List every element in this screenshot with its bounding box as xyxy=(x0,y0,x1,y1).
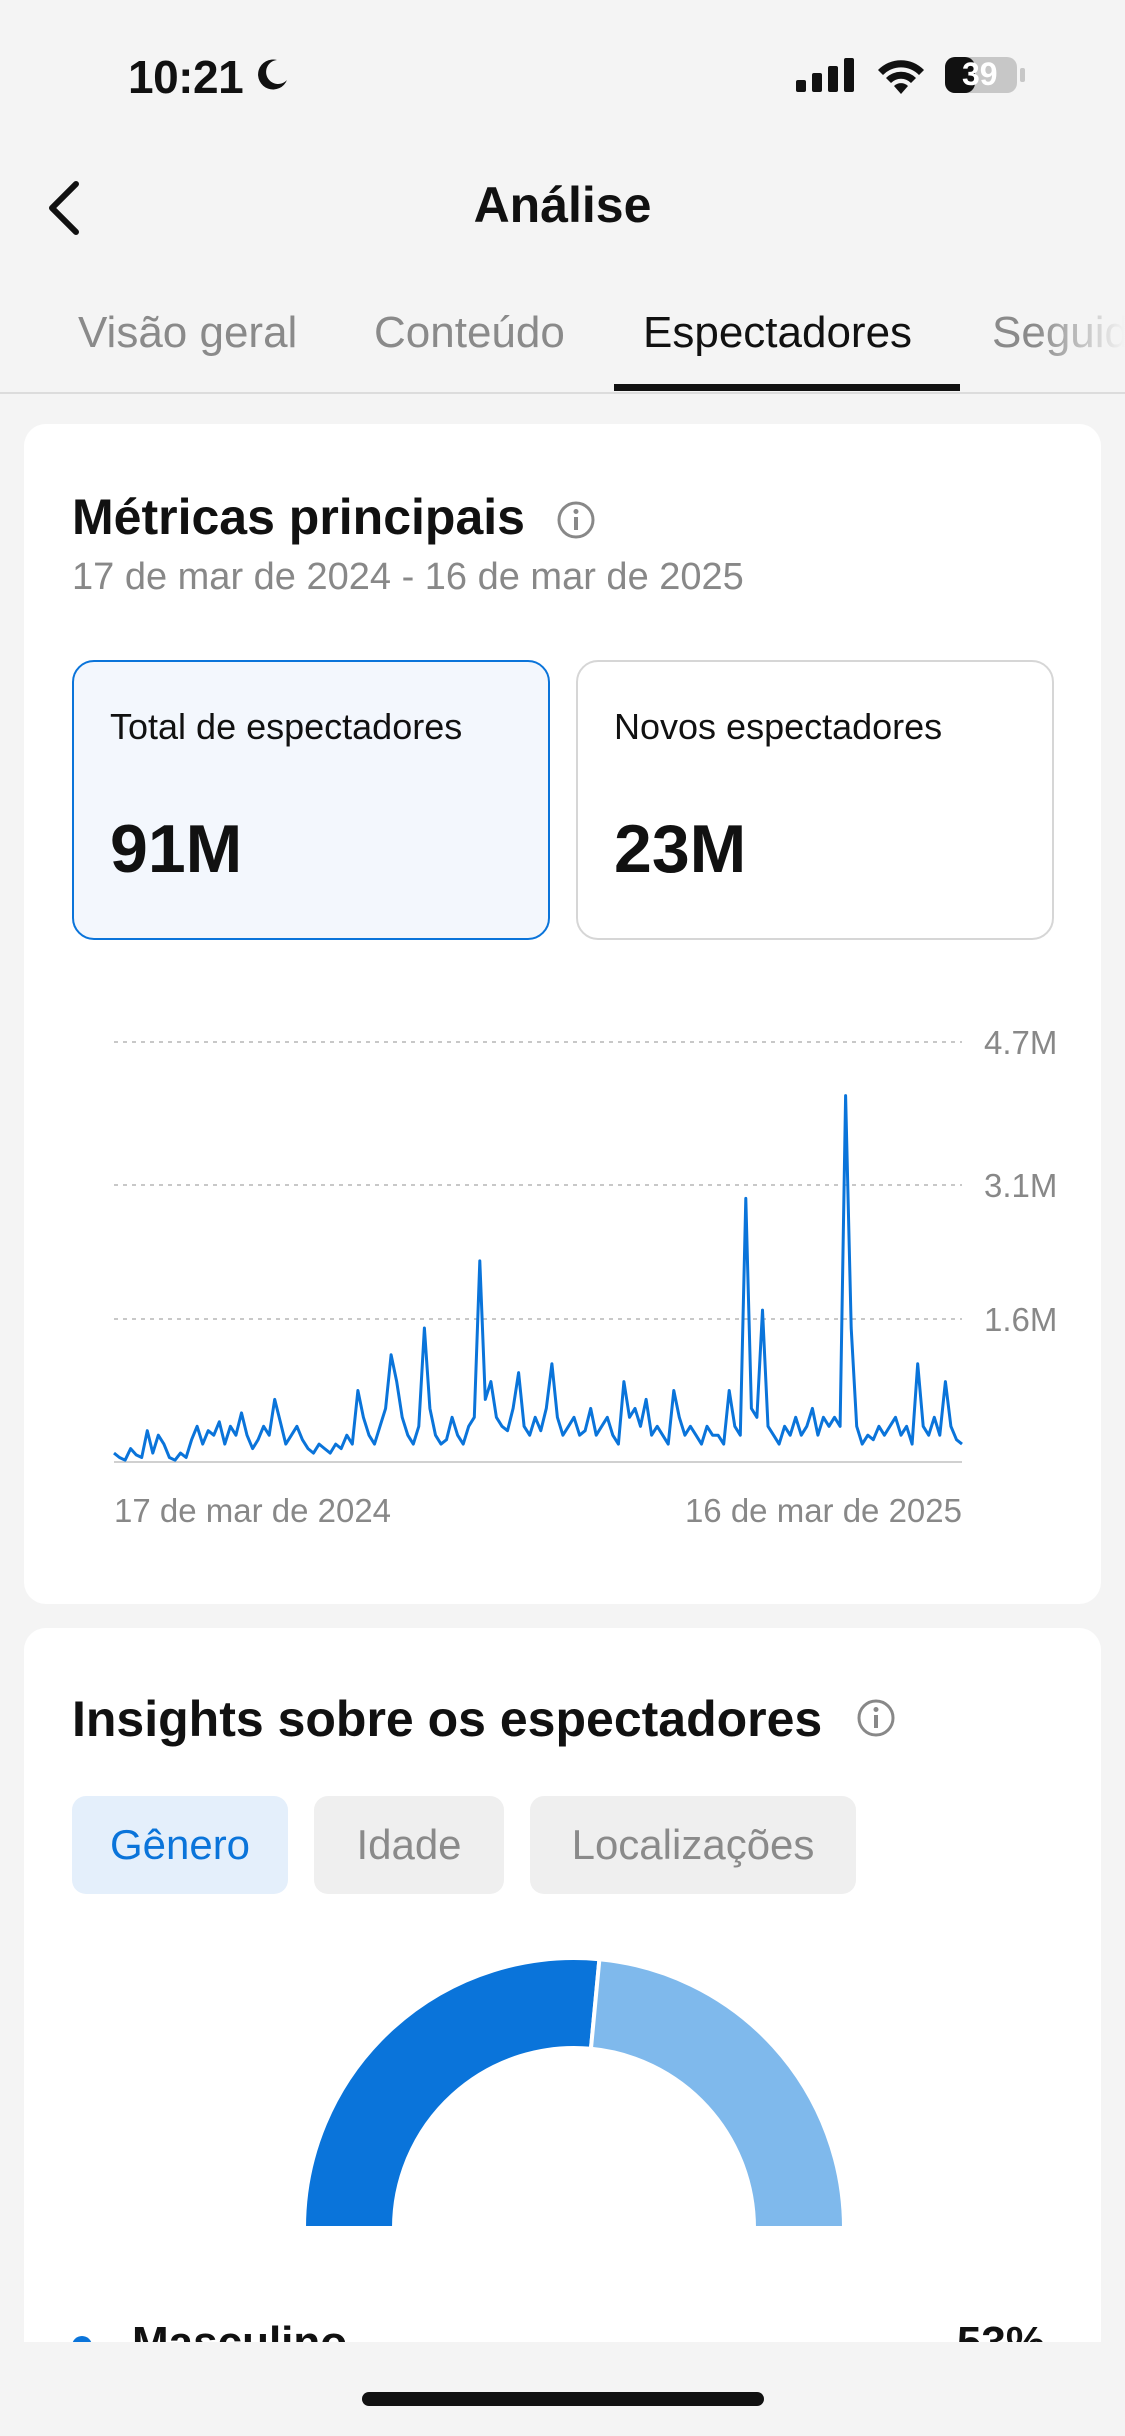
active-tab-indicator xyxy=(614,384,960,391)
viewer-insights-title: Insights sobre os espectadores xyxy=(72,1691,823,1747)
date-range: 17 de mar de 2024 - 16 de mar de 2025 xyxy=(72,556,744,598)
tab-bar: Visão geral Conteúdo Espectadores Seguid xyxy=(0,272,1125,394)
total-viewers-metric[interactable]: Total de espectadores 91M xyxy=(72,660,550,940)
chart-y-tick-label: 3.1M xyxy=(984,1167,1057,1204)
viewer-insights-card: Insights sobre os espectadores Gênero Id… xyxy=(24,1628,1101,2436)
moon-icon xyxy=(258,59,287,90)
tab-viewers[interactable]: Espectadores xyxy=(643,308,913,357)
chart-series-line xyxy=(113,1094,963,1462)
chart-y-tick-label: 4.7M xyxy=(984,1024,1057,1061)
gender-half-donut-chart xyxy=(301,1956,847,2230)
home-indicator xyxy=(362,2392,764,2406)
viewers-line-chart: 4.7M 3.1M 1.6M 17 de mar de 2024 16 de mar d… xyxy=(113,1024,1057,1529)
status-time: 10:21 xyxy=(128,51,244,103)
nav-bar: Análise xyxy=(0,160,1125,270)
new-viewers-label: Novos espectadores xyxy=(614,706,943,747)
page-title: Análise xyxy=(473,177,652,233)
total-viewers-value: 91M xyxy=(110,811,243,887)
segment-locations[interactable]: Localizações xyxy=(530,1796,856,1894)
battery-level: 39 xyxy=(962,56,998,92)
new-viewers-value: 23M xyxy=(614,811,747,887)
info-icon[interactable] xyxy=(856,1698,896,1738)
tab-overview[interactable]: Visão geral xyxy=(78,308,298,357)
total-viewers-label: Total de espectadores xyxy=(110,706,463,747)
wifi-icon xyxy=(878,60,924,94)
tabs-fade-overlay xyxy=(1035,272,1125,390)
info-icon[interactable] xyxy=(556,500,596,540)
new-viewers-metric[interactable]: Novos espectadores 23M xyxy=(576,660,1054,940)
tab-content[interactable]: Conteúdo xyxy=(374,308,565,357)
bottom-safe-area xyxy=(0,2342,1125,2436)
key-metrics-title: Métricas principais xyxy=(72,489,525,545)
donut-segment-female xyxy=(588,1957,847,2230)
cellular-signal-icon xyxy=(796,58,854,92)
chart-x-tick-label: 17 de mar de 2024 xyxy=(114,1492,391,1529)
chart-x-tick-label: 16 de mar de 2025 xyxy=(685,1492,962,1529)
segment-gender[interactable]: Gênero xyxy=(72,1796,288,1894)
status-bar: 10:21 39 xyxy=(0,0,1125,150)
segment-age[interactable]: Idade xyxy=(314,1796,504,1894)
battery-icon xyxy=(945,57,1025,93)
key-metrics-card: Métricas principais 17 de mar de 2024 - … xyxy=(24,424,1101,1604)
donut-segment-male xyxy=(301,1956,602,2230)
back-arrow-icon[interactable] xyxy=(44,178,84,238)
chart-y-tick-label: 1.6M xyxy=(984,1301,1057,1338)
